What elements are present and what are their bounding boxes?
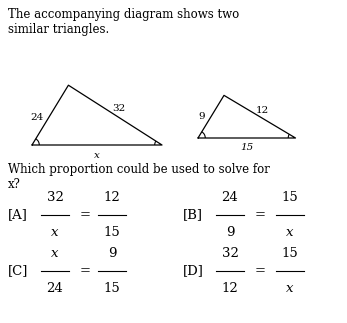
Text: 15: 15: [104, 282, 120, 295]
Text: 15: 15: [282, 191, 298, 204]
Text: [B]: [B]: [183, 209, 203, 222]
Text: x: x: [94, 151, 100, 160]
Text: 15: 15: [282, 247, 298, 260]
Text: 9: 9: [108, 247, 116, 260]
Text: 9: 9: [226, 226, 234, 239]
Text: =: =: [79, 209, 91, 222]
Text: 24: 24: [222, 191, 238, 204]
Text: [D]: [D]: [183, 265, 204, 277]
Text: 15: 15: [104, 226, 120, 239]
Text: =: =: [254, 265, 265, 277]
Text: 15: 15: [240, 143, 253, 152]
Text: 32: 32: [112, 104, 126, 113]
Text: x: x: [286, 226, 294, 239]
Text: Which proportion could be used to solve for
x?: Which proportion could be used to solve …: [8, 163, 270, 191]
Text: 12: 12: [222, 282, 238, 295]
Text: [A]: [A]: [8, 209, 28, 222]
Text: =: =: [79, 265, 91, 277]
Text: 12: 12: [104, 191, 120, 204]
Text: 24: 24: [46, 282, 64, 295]
Text: =: =: [254, 209, 265, 222]
Text: x: x: [51, 247, 59, 260]
Text: x: x: [51, 226, 59, 239]
Text: 32: 32: [222, 247, 238, 260]
Text: The accompanying diagram shows two
similar triangles.: The accompanying diagram shows two simil…: [8, 8, 239, 36]
Text: 12: 12: [256, 106, 269, 115]
Text: [C]: [C]: [8, 265, 28, 277]
Text: 9: 9: [199, 112, 205, 121]
Text: x: x: [286, 282, 294, 295]
Text: 32: 32: [46, 191, 64, 204]
Text: 24: 24: [31, 113, 44, 121]
